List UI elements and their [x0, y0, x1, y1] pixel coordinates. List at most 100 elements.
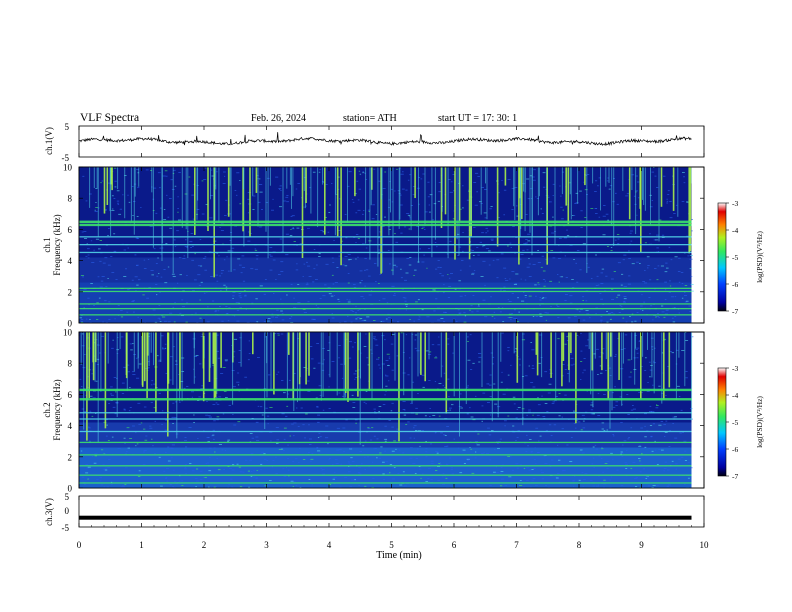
noise-pixel [385, 461, 389, 463]
noise-pixel [511, 313, 514, 314]
noise-pixel [529, 188, 533, 190]
noise-pixel [158, 392, 162, 394]
noise-pixel [150, 402, 153, 403]
noise-pixel [331, 464, 334, 466]
noise-pixel [264, 485, 268, 487]
noise-pixel [350, 457, 353, 459]
noise-pixel [601, 348, 605, 350]
noise-pixel [236, 172, 240, 174]
noise-pixel [636, 352, 639, 354]
noise-pixel [513, 403, 516, 405]
noise-pixel [237, 258, 241, 260]
noise-pixel [630, 240, 633, 242]
noise-pixel [216, 171, 218, 173]
noise-pixel [663, 468, 667, 469]
sferic-burst [88, 332, 90, 399]
noise-pixel [575, 308, 578, 310]
noise-pixel [263, 458, 267, 460]
noise-pixel [121, 382, 125, 384]
noise-pixel [651, 200, 654, 201]
noise-pixel [558, 415, 561, 417]
noise-pixel [370, 349, 372, 351]
noise-pixel [557, 317, 560, 318]
noise-pixel [554, 400, 557, 402]
sferic-burst [345, 332, 347, 394]
noise-pixel [233, 424, 237, 426]
noise-pixel [250, 471, 253, 472]
noise-pixel [117, 448, 121, 449]
noise-pixel [449, 240, 452, 242]
noise-pixel [387, 250, 390, 251]
noise-pixel [135, 357, 138, 359]
noise-pixel [81, 319, 84, 320]
noise-pixel [82, 333, 84, 335]
noise-pixel [606, 180, 609, 182]
sferic-burst [590, 332, 592, 395]
noise-pixel [683, 182, 686, 184]
noise-pixel [316, 406, 319, 408]
noise-pixel [590, 413, 594, 415]
noise-pixel [114, 413, 117, 415]
noise-pixel [562, 470, 566, 471]
noise-pixel [256, 470, 258, 471]
sferic-burst [266, 332, 268, 398]
noise-pixel [212, 300, 215, 302]
noise-pixel [365, 333, 367, 335]
noise-pixel [93, 355, 96, 357]
noise-pixel [357, 238, 360, 239]
sferic-burst [592, 332, 594, 352]
noise-pixel [242, 471, 245, 473]
noise-pixel [83, 484, 87, 486]
noise-pixel [122, 485, 125, 487]
noise-pixel [686, 201, 689, 203]
noise-pixel [175, 360, 178, 362]
noise-pixel [347, 301, 351, 303]
noise-pixel [470, 416, 474, 418]
noise-pixel [216, 403, 220, 405]
noise-pixel [541, 298, 544, 299]
noise-pixel [353, 373, 357, 375]
noise-pixel [519, 464, 523, 466]
ch1-ytick-top: 5 [65, 122, 70, 132]
noise-pixel [178, 374, 180, 375]
noise-pixel [450, 181, 453, 183]
noise-pixel [454, 288, 457, 290]
noise-pixel [199, 299, 201, 301]
noise-pixel [292, 461, 295, 463]
sferic-burst [151, 167, 153, 193]
noise-pixel [584, 189, 588, 191]
sferic-burst [292, 167, 294, 197]
noise-pixel [145, 435, 148, 437]
ch1-colorbar: -3-4-5-6-7 log(PSD)(V²/Hz) [717, 199, 764, 316]
noise-pixel [143, 259, 146, 261]
sferic-burst [103, 167, 106, 214]
noise-pixel [172, 469, 175, 471]
noise-pixel [257, 405, 260, 407]
sferic-burst [269, 167, 271, 186]
sferic-burst [480, 167, 482, 215]
noise-pixel [213, 486, 216, 488]
noise-pixel [637, 197, 640, 199]
noise-pixel [220, 290, 222, 291]
noise-pixel [533, 169, 536, 171]
noise-pixel [529, 175, 533, 177]
noise-pixel [678, 281, 681, 283]
noise-pixel [80, 275, 85, 276]
noise-pixel [503, 286, 506, 288]
noise-pixel [405, 306, 408, 307]
noise-pixel [348, 259, 352, 260]
noise-pixel [523, 468, 526, 469]
noise-pixel [523, 292, 525, 293]
noise-pixel [455, 321, 458, 322]
noise-pixel [649, 206, 653, 208]
noise-pixel [105, 322, 109, 323]
noise-pixel [528, 258, 530, 259]
noise-pixel [564, 369, 567, 370]
noise-pixel [318, 432, 321, 434]
noise-pixel [661, 449, 664, 451]
noise-pixel [420, 178, 423, 180]
noise-pixel [357, 472, 361, 473]
sferic-burst [212, 332, 215, 364]
noise-pixel [532, 264, 536, 265]
noise-pixel [639, 263, 641, 264]
